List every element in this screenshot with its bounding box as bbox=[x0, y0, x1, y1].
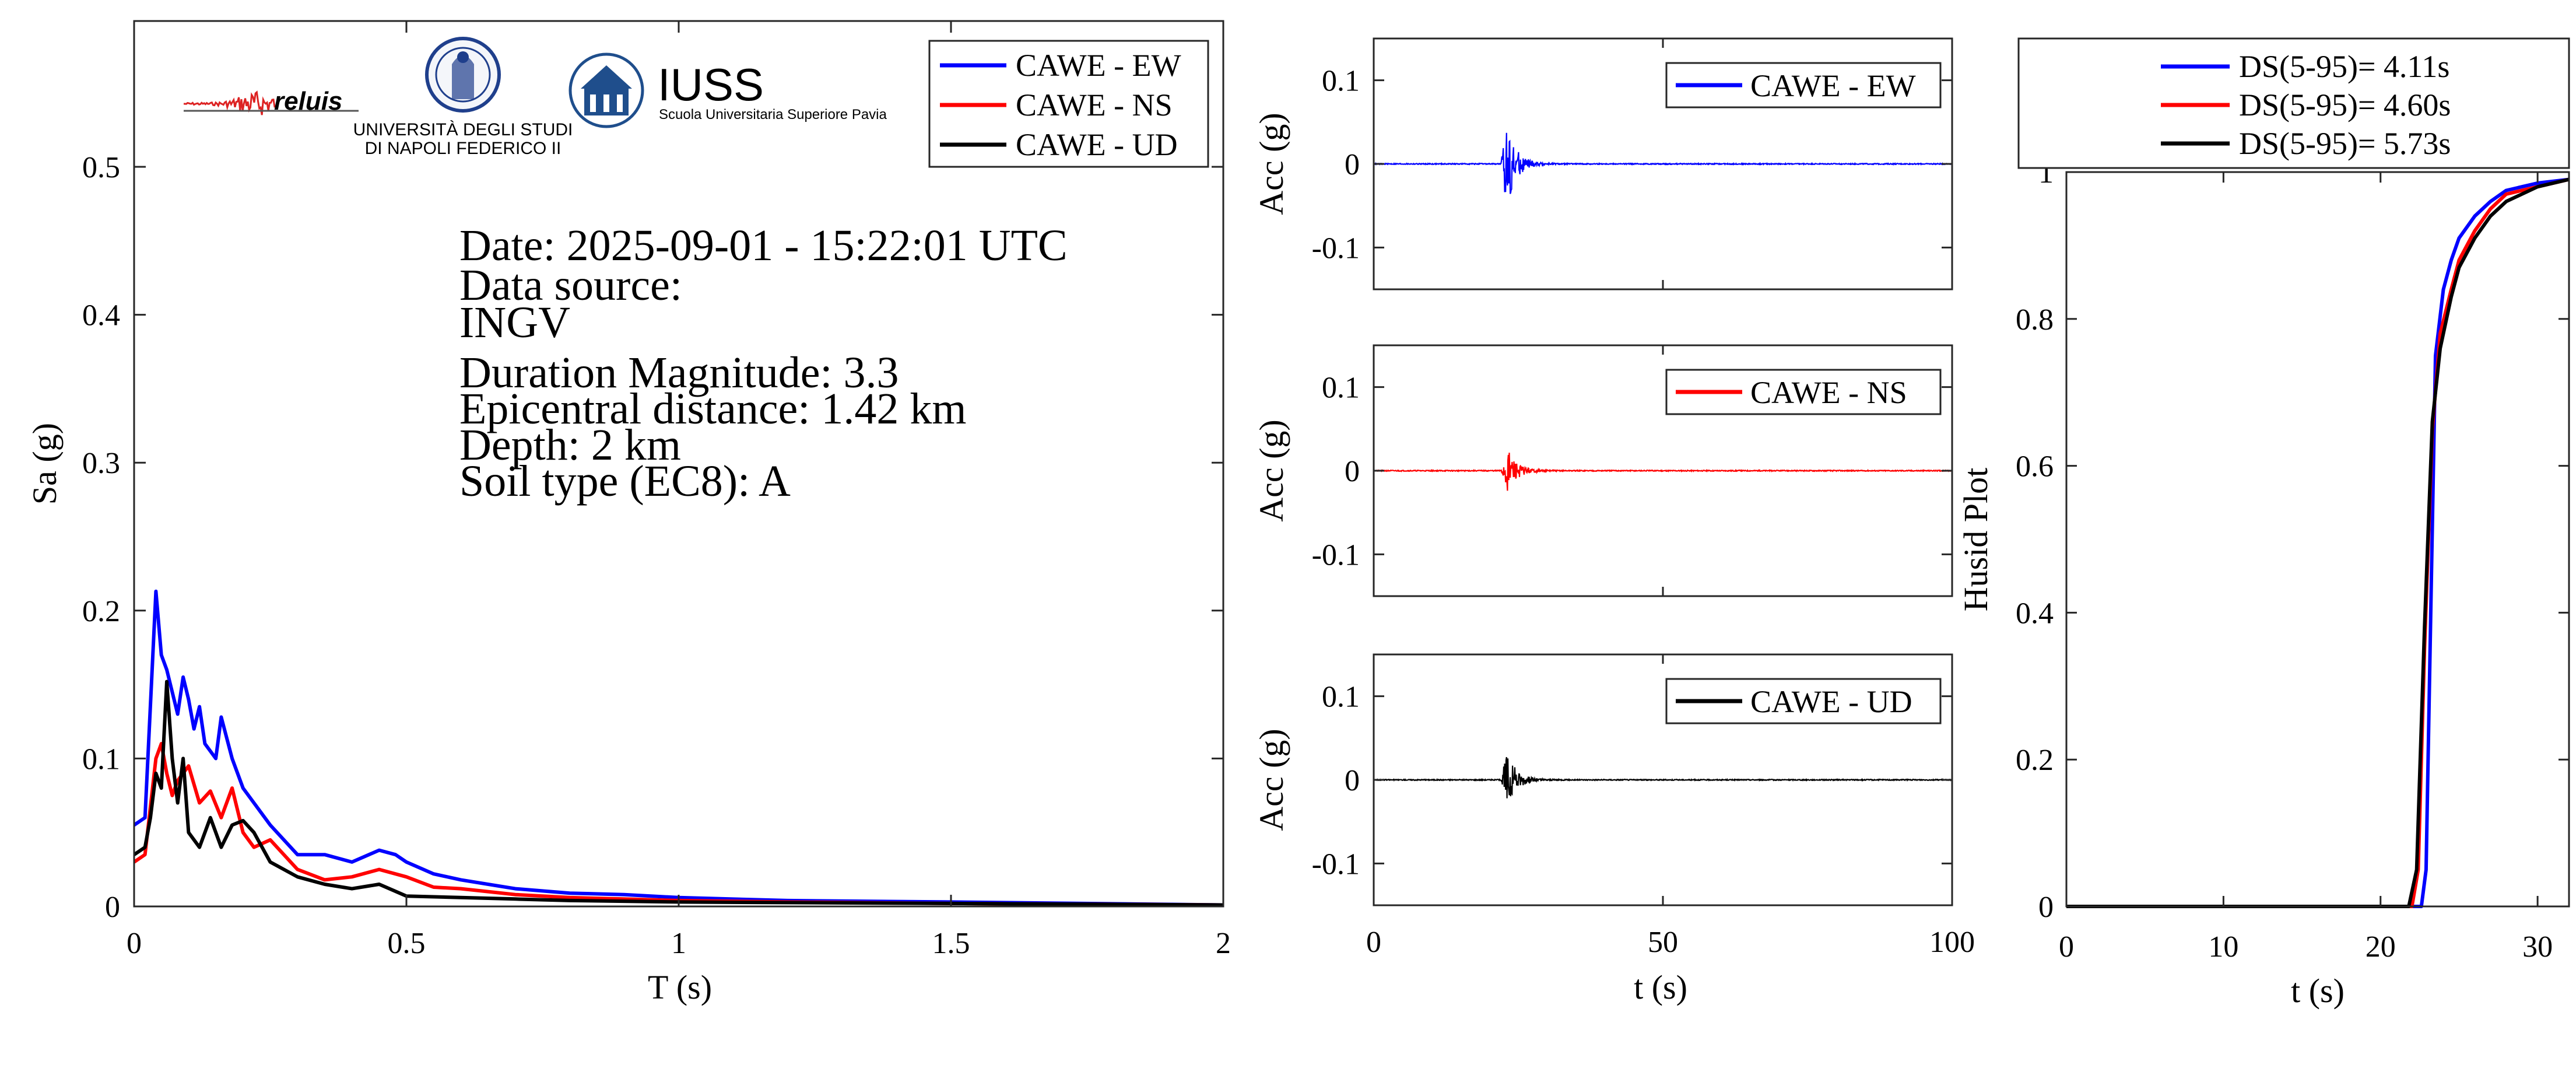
husid-x-tick-label: 10 bbox=[2208, 930, 2238, 964]
legend-label-ns: CAWE - NS bbox=[1016, 87, 1173, 122]
acc-y-tick-label: 0 bbox=[1345, 148, 1360, 181]
husid-axes-box bbox=[2065, 171, 2570, 908]
legend-label-ew: CAWE - EW bbox=[1016, 48, 1181, 83]
duration-magnitude: Duration Magnitude: 3.3 bbox=[459, 348, 899, 397]
data-source-label: Data source: bbox=[459, 261, 682, 310]
husid-x-tick-label: 20 bbox=[2366, 930, 2396, 964]
spectrum-y-tick-label: 0 bbox=[105, 891, 120, 924]
data-source-value: INGV bbox=[459, 298, 570, 347]
husid-legend-label-1: DS(5-95)= 4.11s bbox=[2239, 49, 2449, 84]
spectrum-y-tick-label: 0.1 bbox=[82, 743, 120, 776]
acc-y-label-ew: Acc (g) bbox=[1252, 113, 1290, 215]
spectrum-curves bbox=[133, 589, 1224, 907]
spectrum-y-tick-label: 0.2 bbox=[82, 595, 120, 628]
husid-y-tick-label: 0.6 bbox=[2016, 450, 2054, 484]
husid-y-tick-label: 0 bbox=[2038, 891, 2054, 924]
reluis-seismogram-icon bbox=[184, 90, 276, 115]
husid-series-1 bbox=[2066, 177, 2570, 908]
acc-y-label-ns: Acc (g) bbox=[1252, 419, 1290, 522]
event-date: Date: 2025-09-01 - 15:22:01 UTC bbox=[459, 221, 1068, 270]
spectrum-x-tick-label: 0 bbox=[127, 927, 142, 960]
acc-legend-label-ns: CAWE - NS bbox=[1750, 375, 1907, 410]
acc-y-label-ud: Acc (g) bbox=[1252, 729, 1290, 831]
acc-y-tick-label: 0 bbox=[1345, 764, 1360, 797]
spectrum-x-tick-label: 1 bbox=[671, 927, 686, 960]
spectrum-series-2 bbox=[133, 742, 1224, 907]
acc-trace-ns bbox=[1373, 453, 1953, 491]
spectrum-x-label: T (s) bbox=[648, 968, 712, 1006]
spectrum-y-tick-label: 0.5 bbox=[82, 151, 120, 184]
acc-trace-ew bbox=[1373, 132, 1953, 194]
spectrum-y-tick-label: 0.4 bbox=[82, 299, 120, 332]
iuss-logo: IUSS Scuola Universitaria Superiore Pavi… bbox=[568, 52, 887, 128]
event-info: Date: 2025-09-01 - 15:22:01 UTC Data sou… bbox=[459, 221, 1068, 506]
spectrum-legend: CAWE - EW CAWE - NS CAWE - UD bbox=[928, 40, 1209, 168]
spectrum-x-tick-label: 2 bbox=[1216, 927, 1231, 960]
acc-panel-ew: 0.1 0 -0.1 Acc (g) CAWE - EW bbox=[1252, 37, 1953, 290]
accelerogram-panels: 0.1 0 -0.1 Acc (g) CAWE - EW 0.1 0 -0.1 Acc (g) C… bbox=[1252, 37, 1975, 959]
unina-logo: UNIVERSITÀ DEGLI STUDI DI NAPOLI FEDERIC… bbox=[353, 37, 573, 158]
spectrum-x-tick-label: 1.5 bbox=[932, 927, 970, 960]
acc-y-tick-label: 0.1 bbox=[1322, 372, 1360, 405]
acc-y-tick-label: -0.1 bbox=[1312, 848, 1360, 881]
acc-y-tick-label: -0.1 bbox=[1312, 538, 1360, 572]
reluis-wordmark: reluis bbox=[274, 87, 342, 115]
acc-y-tick-label: -0.1 bbox=[1312, 232, 1360, 265]
acc-x-label: t (s) bbox=[1634, 968, 1687, 1006]
acc-x-tick-label: 50 bbox=[1648, 926, 1678, 959]
reluis-logo: reluis bbox=[184, 87, 359, 115]
husid-curves bbox=[2066, 177, 2570, 908]
spectrum-x-tick-label: 0.5 bbox=[388, 927, 426, 960]
husid-legend-box bbox=[2017, 37, 2570, 169]
husid-y-tick-label: 0.2 bbox=[2016, 744, 2054, 777]
spectrum-y-tick-label: 0.3 bbox=[82, 447, 120, 480]
husid-x-tick-label: 30 bbox=[2522, 930, 2553, 964]
unina-name-line2: DI NAPOLI FEDERICO II bbox=[365, 139, 561, 158]
spectrum-ticks: 0 0.5 1 1.5 2 0 0.1 0.2 0.3 0.4 0.5 bbox=[82, 21, 1231, 960]
acc-y-tick-label: 0.1 bbox=[1322, 65, 1360, 98]
spectrum-series-3 bbox=[133, 680, 1224, 907]
husid-legend: DS(5-95)= 4.11s DS(5-95)= 4.60s DS(5-95)… bbox=[2017, 37, 2570, 169]
acc-x-tick-label: 100 bbox=[1929, 926, 1975, 959]
spectrum-y-label: Sa (g) bbox=[26, 423, 64, 505]
husid-y-tick-label: 0.8 bbox=[2016, 303, 2054, 337]
husid-series-3 bbox=[2066, 177, 2570, 908]
acc-y-tick-label: 0 bbox=[1345, 455, 1360, 488]
event-depth: Depth: 2 km bbox=[459, 421, 681, 470]
acc-legend-label-ud: CAWE - UD bbox=[1750, 684, 1912, 719]
iuss-wordmark: IUSS bbox=[658, 59, 764, 110]
acc-x-tick-label: 0 bbox=[1366, 926, 1381, 959]
acc-panel-ud: 0.1 0 -0.1 Acc (g) CAWE - UD 0 50 100 bbox=[1252, 653, 1975, 959]
acc-y-tick-label: 0.1 bbox=[1322, 681, 1360, 714]
unina-name-line1: UNIVERSITÀ DEGLI STUDI bbox=[353, 120, 573, 139]
spectrum-plot: 0 0.5 1 1.5 2 0 0.1 0.2 0.3 0.4 0.5 T (s) Sa (g) r… bbox=[26, 20, 1231, 1006]
husid-y-label: Husid Plot bbox=[1957, 468, 1995, 612]
husid-legend-label-3: DS(5-95)= 5.73s bbox=[2239, 126, 2451, 161]
soil-type: Soil type (EC8): A bbox=[459, 457, 791, 506]
husid-x-label: t (s) bbox=[2291, 972, 2345, 1010]
epicentral-distance: Epicentral distance: 1.42 km bbox=[459, 384, 967, 433]
husid-y-tick-label: 0.4 bbox=[2016, 597, 2054, 630]
iuss-subtitle: Scuola Universitaria Superiore Pavia bbox=[659, 107, 887, 122]
spectrum-series-1 bbox=[133, 589, 1224, 907]
legend-label-ud: CAWE - UD bbox=[1016, 127, 1178, 162]
husid-legend-label-2: DS(5-95)= 4.60s bbox=[2239, 87, 2451, 122]
acc-panel-ns: 0.1 0 -0.1 Acc (g) CAWE - NS bbox=[1252, 344, 1953, 597]
acc-legend-label-ew: CAWE - EW bbox=[1750, 68, 1916, 103]
husid-x-tick-label: 0 bbox=[2059, 930, 2074, 964]
acc-trace-ud bbox=[1373, 757, 1952, 799]
